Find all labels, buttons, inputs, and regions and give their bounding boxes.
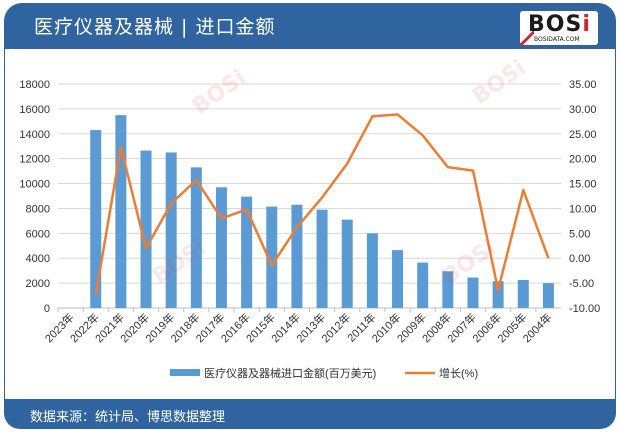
bar	[241, 196, 253, 308]
legend-line-label: 增长(%)	[439, 366, 478, 380]
data-source: 数据来源：统计局、博思数据整理	[30, 410, 226, 425]
bar	[215, 187, 227, 308]
chart-body: 0 2000 4000 6000 8000 10000 12000 14000 16000 180…	[4, 49, 616, 399]
bar	[291, 204, 303, 308]
right-axis-tick: 15.00	[569, 179, 597, 191]
left-axis-tick: 18000	[19, 79, 50, 91]
bar	[115, 115, 127, 308]
left-axis-tick: 8000	[26, 203, 50, 215]
bar	[190, 167, 202, 308]
right-axis-tick: 10.00	[569, 203, 597, 215]
bosi-logo: BOSi BOSIDATA.COM	[520, 11, 598, 45]
right-axis-tick: 30.00	[569, 104, 597, 116]
right-axis-tick: 0.00	[569, 253, 590, 265]
right-axis-tick: 35.00	[569, 79, 597, 91]
left-axis-tick: 6000	[26, 228, 50, 240]
left-axis-tick: 0	[44, 303, 50, 315]
right-axis-tick: -10.00	[569, 303, 600, 315]
left-axis-tick: 16000	[19, 104, 50, 116]
combo-chart: 0 2000 4000 6000 8000 10000 12000 14000 16000 180…	[19, 79, 600, 380]
x-axis-label: 2004年	[520, 310, 555, 345]
logo-stripe-icon	[520, 31, 534, 45]
page-title: 医疗仪器及器械 | 进口金额	[34, 16, 276, 38]
bar	[165, 152, 177, 308]
bar	[442, 271, 454, 308]
bar	[542, 283, 554, 308]
bar	[517, 280, 529, 308]
logo-main-text: BOSi	[528, 12, 591, 37]
right-axis-tick: 5.00	[569, 228, 590, 240]
chart-frame: 医疗仪器及器械 | 进口金额 BOSi BOSIDATA.COM 0 2000 40…	[4, 3, 616, 431]
bar	[392, 250, 404, 308]
header-bar: 医疗仪器及器械 | 进口金额 BOSi BOSIDATA.COM	[4, 3, 616, 49]
legend-bar-swatch	[170, 369, 200, 376]
bar	[417, 262, 429, 308]
bar	[467, 277, 479, 308]
left-axis-tick: 14000	[19, 129, 50, 141]
legend-bar-label: 医疗仪器及器械进口金额(百万美元)	[204, 366, 376, 380]
bar	[266, 206, 278, 308]
right-axis-tick: -5.00	[569, 278, 594, 290]
right-axis-tick: 20.00	[569, 154, 597, 166]
logo-letter-i: i	[582, 12, 591, 37]
bar	[492, 281, 504, 308]
left-axis-tick: 12000	[19, 154, 50, 166]
left-axis-tick: 2000	[26, 278, 50, 290]
left-axis-tick: 4000	[26, 253, 50, 265]
bar	[341, 219, 353, 308]
growth-line	[94, 113, 550, 296]
logo-domain: BOSIDATA.COM	[534, 36, 580, 43]
bar	[140, 150, 152, 308]
footer-bar: 数据来源：统计局、博思数据整理	[4, 399, 616, 429]
left-axis-tick: 10000	[19, 179, 50, 191]
bar	[90, 130, 102, 308]
logo-letters: BOS	[528, 12, 583, 37]
bar	[316, 209, 328, 308]
bar	[366, 233, 378, 308]
right-axis-tick: 25.00	[569, 129, 597, 141]
